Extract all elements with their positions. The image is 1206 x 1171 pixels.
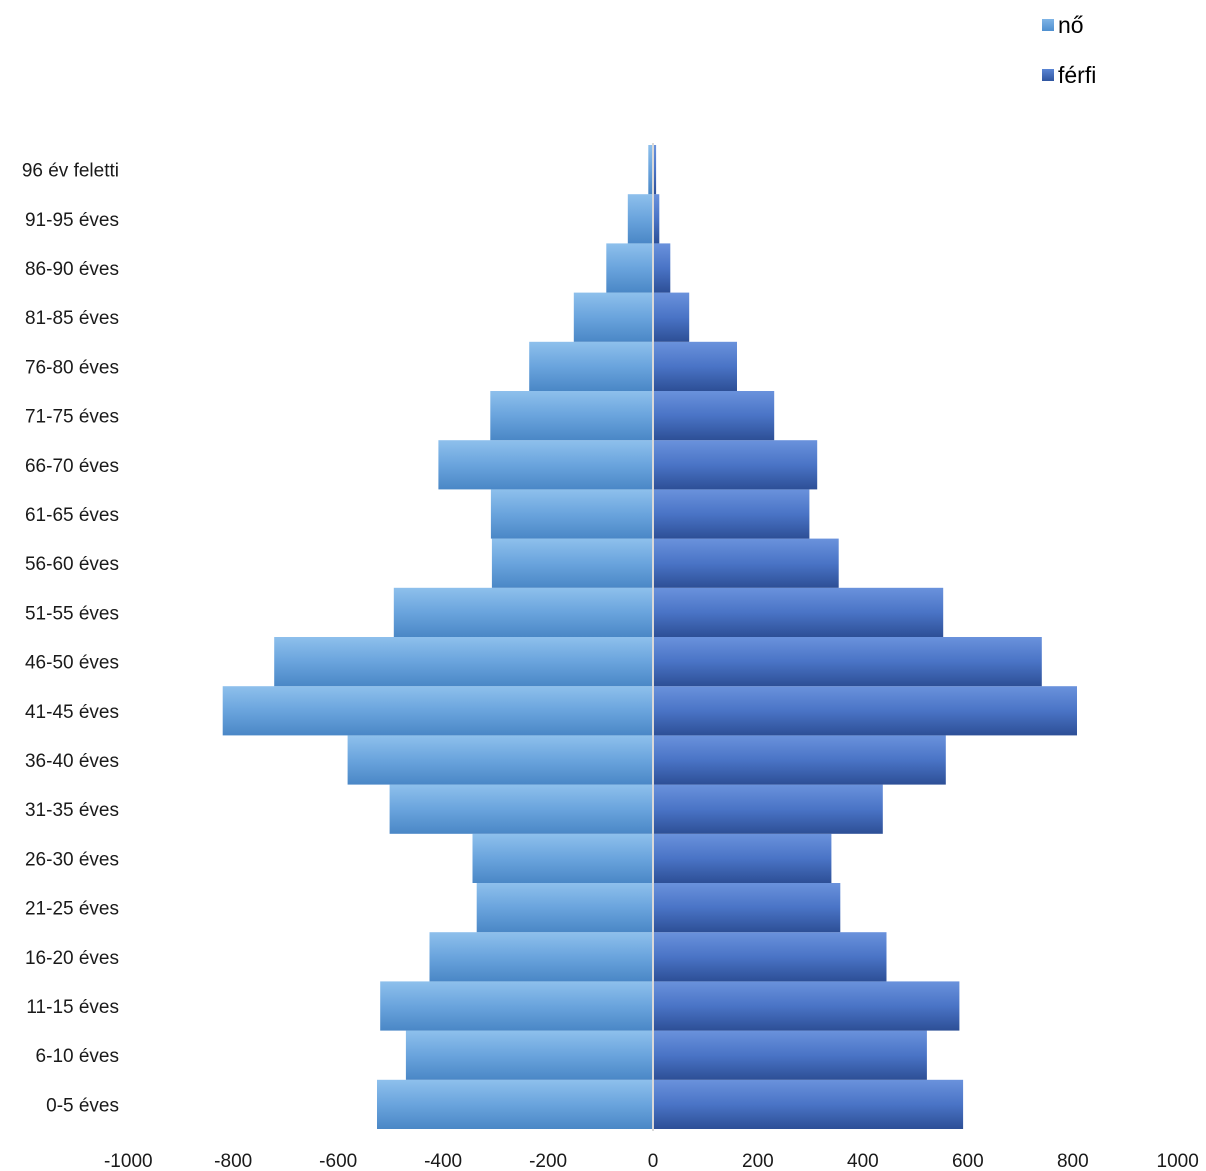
- category-label: 41-45 éves: [25, 702, 119, 723]
- bar-no-4: [476, 883, 653, 933]
- x-tick-label: 400: [847, 1151, 879, 1171]
- bar-ferfi-18: [653, 194, 660, 244]
- bar-no-18: [627, 194, 653, 244]
- x-tick-label: -1000: [104, 1151, 153, 1171]
- x-tick-label: -600: [319, 1151, 357, 1171]
- legend-swatch-ferfi: [1042, 69, 1054, 81]
- category-label: 81-85 éves: [25, 308, 119, 329]
- category-label: 51-55 éves: [25, 603, 119, 624]
- x-tick-label: -800: [214, 1151, 252, 1171]
- legend-swatch-no: [1042, 19, 1054, 31]
- bar-ferfi-14: [653, 391, 775, 441]
- bar-no-2: [380, 981, 653, 1031]
- bar-no-5: [472, 833, 653, 883]
- bar-no-9: [274, 637, 653, 687]
- category-label: 66-70 éves: [25, 456, 119, 477]
- x-tick-label: 1000: [1157, 1151, 1199, 1171]
- category-label: 86-90 éves: [25, 259, 119, 280]
- legend: nő férfi: [1042, 0, 1096, 100]
- x-tick-label: -400: [424, 1151, 462, 1171]
- bar-no-11: [491, 538, 653, 588]
- x-tick-label: 0: [648, 1151, 659, 1171]
- bar-ferfi-8: [653, 686, 1077, 736]
- bar-ferfi-16: [653, 292, 690, 342]
- category-label: 56-60 éves: [25, 554, 119, 575]
- bar-ferfi-19: [653, 145, 657, 195]
- bar-ferfi-12: [653, 489, 810, 539]
- legend-label-no: nő: [1058, 11, 1084, 38]
- bars-layer: [222, 143, 1077, 1131]
- bar-no-19: [648, 145, 653, 195]
- category-label: 96 év feletti: [22, 161, 119, 182]
- bar-no-15: [529, 341, 653, 391]
- bar-ferfi-11: [653, 538, 839, 588]
- bar-no-14: [490, 391, 653, 441]
- category-label: 26-30 éves: [25, 849, 119, 870]
- bar-ferfi-5: [653, 833, 832, 883]
- x-tick-label: 200: [742, 1151, 774, 1171]
- bar-no-12: [490, 489, 653, 539]
- category-label: 21-25 éves: [25, 899, 119, 920]
- legend-item-ferfi: férfi: [1042, 50, 1096, 100]
- category-label: 6-10 éves: [36, 1046, 119, 1067]
- x-tick-label: 800: [1057, 1151, 1089, 1171]
- category-label: 11-15 éves: [26, 997, 119, 1018]
- bar-ferfi-3: [653, 932, 887, 982]
- bar-no-0: [377, 1079, 653, 1129]
- bar-ferfi-13: [653, 440, 818, 490]
- category-labels: 0-5 éves 6-10 éves 11-15 éves 16-20 éves 21-…: [22, 161, 119, 1117]
- x-tick-label: -200: [529, 1151, 567, 1171]
- bar-ferfi-1: [653, 1030, 927, 1080]
- bar-no-13: [438, 440, 653, 490]
- bar-no-17: [606, 243, 653, 293]
- x-axis-ticks: -1000 -800 -600 -400 -200 0 200 400 600 800 1000: [104, 1151, 1199, 1171]
- category-label: 76-80 éves: [25, 357, 119, 378]
- bar-ferfi-15: [653, 341, 737, 391]
- category-label: 46-50 éves: [25, 653, 119, 674]
- bar-ferfi-6: [653, 784, 883, 834]
- bar-ferfi-10: [653, 587, 944, 637]
- category-label: 61-65 éves: [25, 505, 119, 526]
- bar-ferfi-2: [653, 981, 960, 1031]
- bar-no-7: [347, 735, 653, 785]
- category-label: 16-20 éves: [25, 948, 119, 969]
- bar-ferfi-17: [653, 243, 671, 293]
- bar-no-6: [389, 784, 653, 834]
- legend-item-no: nő: [1042, 0, 1096, 50]
- bar-ferfi-4: [653, 883, 841, 933]
- legend-label-ferfi: férfi: [1058, 61, 1097, 88]
- bar-no-1: [405, 1030, 653, 1080]
- x-tick-label: 600: [952, 1151, 984, 1171]
- bar-no-3: [429, 932, 653, 982]
- bar-ferfi-7: [653, 735, 946, 785]
- bar-no-10: [393, 587, 653, 637]
- category-label: 36-40 éves: [25, 751, 119, 772]
- category-label: 0-5 éves: [46, 1095, 119, 1116]
- bar-no-16: [573, 292, 653, 342]
- bar-no-8: [222, 686, 653, 736]
- category-label: 31-35 éves: [25, 800, 119, 821]
- bar-ferfi-0: [653, 1079, 964, 1129]
- bar-ferfi-9: [653, 637, 1042, 687]
- category-label: 91-95 éves: [25, 210, 119, 231]
- category-label: 71-75 éves: [25, 407, 119, 428]
